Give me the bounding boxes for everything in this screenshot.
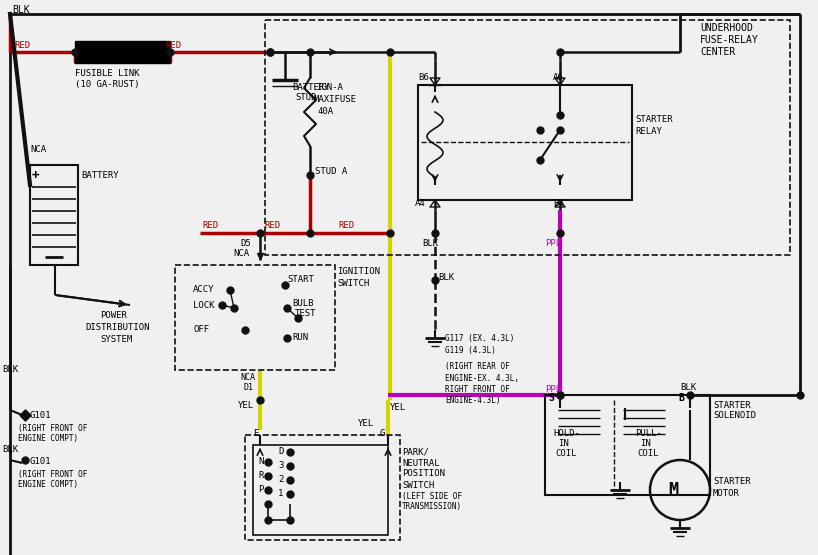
Text: G101: G101 xyxy=(30,457,52,467)
Text: D5: D5 xyxy=(240,239,251,248)
Text: A4: A4 xyxy=(415,199,425,208)
Text: G101: G101 xyxy=(30,411,52,420)
Text: UNDERHOOD: UNDERHOOD xyxy=(700,23,753,33)
Text: D1: D1 xyxy=(244,384,254,392)
Text: (RIGHT REAR OF: (RIGHT REAR OF xyxy=(445,362,510,371)
Text: IN: IN xyxy=(558,438,569,447)
Text: ENGINE COMPT): ENGINE COMPT) xyxy=(18,433,79,442)
Text: BLK: BLK xyxy=(2,446,18,455)
Text: (10 GA-RUST): (10 GA-RUST) xyxy=(75,80,140,89)
Text: B6: B6 xyxy=(418,73,429,82)
Text: RIGHT FRONT OF: RIGHT FRONT OF xyxy=(445,385,510,393)
Text: E: E xyxy=(253,428,258,437)
Text: STUD: STUD xyxy=(295,93,317,103)
Bar xyxy=(75,41,170,63)
Text: RED: RED xyxy=(165,42,181,51)
Bar xyxy=(30,165,78,265)
Text: N: N xyxy=(258,457,263,467)
Text: FUSE-RELAY: FUSE-RELAY xyxy=(700,35,759,45)
Text: PULL-: PULL- xyxy=(635,428,662,437)
Text: BULB: BULB xyxy=(292,299,313,307)
Text: 40A: 40A xyxy=(318,108,334,117)
Text: TEST: TEST xyxy=(295,309,317,317)
Text: BLK: BLK xyxy=(12,5,29,15)
Text: NCA: NCA xyxy=(233,249,249,258)
Text: M: M xyxy=(668,481,678,499)
Bar xyxy=(545,395,710,495)
Text: BLK: BLK xyxy=(438,274,454,282)
Text: 1: 1 xyxy=(278,490,283,498)
Text: +: + xyxy=(32,169,39,181)
Text: BATTERY: BATTERY xyxy=(292,83,330,93)
Text: (LEFT SIDE OF: (LEFT SIDE OF xyxy=(402,492,462,501)
Text: STARTER: STARTER xyxy=(635,115,672,124)
Text: P: P xyxy=(258,486,263,495)
Text: D: D xyxy=(278,447,283,457)
Text: IGN-A: IGN-A xyxy=(316,83,343,93)
Text: STUD A: STUD A xyxy=(315,168,348,176)
Text: YEL: YEL xyxy=(238,401,254,410)
Text: SOLENOID: SOLENOID xyxy=(713,411,756,421)
Text: PPL: PPL xyxy=(545,239,561,248)
Text: LOCK: LOCK xyxy=(193,300,214,310)
Text: RED: RED xyxy=(338,221,354,230)
Text: HOLD-: HOLD- xyxy=(553,428,580,437)
Text: DISTRIBUTION: DISTRIBUTION xyxy=(85,322,150,331)
Text: SWITCH: SWITCH xyxy=(402,481,434,490)
Text: RELAY: RELAY xyxy=(635,127,662,135)
Text: PARK/: PARK/ xyxy=(402,447,429,457)
Text: G117 (EX. 4.3L): G117 (EX. 4.3L) xyxy=(445,334,515,342)
Text: NCA: NCA xyxy=(30,145,46,154)
Text: B4: B4 xyxy=(553,199,564,208)
Text: COIL: COIL xyxy=(555,448,577,457)
Text: BATTERY: BATTERY xyxy=(81,170,119,179)
Text: ENGINE-EX. 4.3L,: ENGINE-EX. 4.3L, xyxy=(445,374,519,382)
Text: COIL: COIL xyxy=(637,448,658,457)
Bar xyxy=(418,85,632,200)
Text: RED: RED xyxy=(14,42,30,51)
Text: STARTER: STARTER xyxy=(713,401,751,410)
Text: MAXIFUSE: MAXIFUSE xyxy=(314,95,357,104)
Text: ACCY: ACCY xyxy=(193,285,214,295)
Text: STARTER: STARTER xyxy=(713,477,751,487)
Text: TRANSMISSION): TRANSMISSION) xyxy=(402,502,462,512)
Text: S: S xyxy=(548,393,554,403)
Text: G: G xyxy=(380,428,385,437)
Text: NCA: NCA xyxy=(240,374,255,382)
Text: G119 (4.3L): G119 (4.3L) xyxy=(445,346,496,355)
Text: BLK: BLK xyxy=(422,239,438,248)
Text: B: B xyxy=(678,393,684,403)
Text: R: R xyxy=(258,472,263,481)
Text: IGNITION: IGNITION xyxy=(337,268,380,276)
Text: OFF: OFF xyxy=(193,325,209,335)
Text: BLK: BLK xyxy=(2,366,18,375)
Text: MOTOR: MOTOR xyxy=(713,488,739,497)
Text: (RIGHT FRONT OF: (RIGHT FRONT OF xyxy=(18,423,88,432)
Text: ENGINE-4.3L): ENGINE-4.3L) xyxy=(445,396,501,405)
Text: SWITCH: SWITCH xyxy=(337,279,369,287)
Text: SYSTEM: SYSTEM xyxy=(100,335,133,344)
Bar xyxy=(253,445,388,535)
Text: PPL: PPL xyxy=(545,386,561,395)
Text: (RIGHT FRONT OF: (RIGHT FRONT OF xyxy=(18,470,88,478)
Text: YEL: YEL xyxy=(390,403,406,412)
Text: POSITION: POSITION xyxy=(402,470,445,478)
Text: RED: RED xyxy=(202,221,218,230)
Text: CENTER: CENTER xyxy=(700,47,735,57)
Text: RED: RED xyxy=(264,221,280,230)
Text: ENGINE COMPT): ENGINE COMPT) xyxy=(18,480,79,488)
Text: BLK: BLK xyxy=(680,384,696,392)
Text: FUSIBLE LINK: FUSIBLE LINK xyxy=(75,69,140,78)
Text: START: START xyxy=(287,275,314,285)
Text: RUN: RUN xyxy=(292,334,308,342)
Text: A6: A6 xyxy=(553,73,564,82)
Text: 2: 2 xyxy=(278,476,283,485)
Text: YEL: YEL xyxy=(358,420,374,428)
Text: NEUTRAL: NEUTRAL xyxy=(402,458,439,467)
Text: IN: IN xyxy=(640,438,651,447)
Text: POWER: POWER xyxy=(100,310,127,320)
Text: 3: 3 xyxy=(278,462,283,471)
